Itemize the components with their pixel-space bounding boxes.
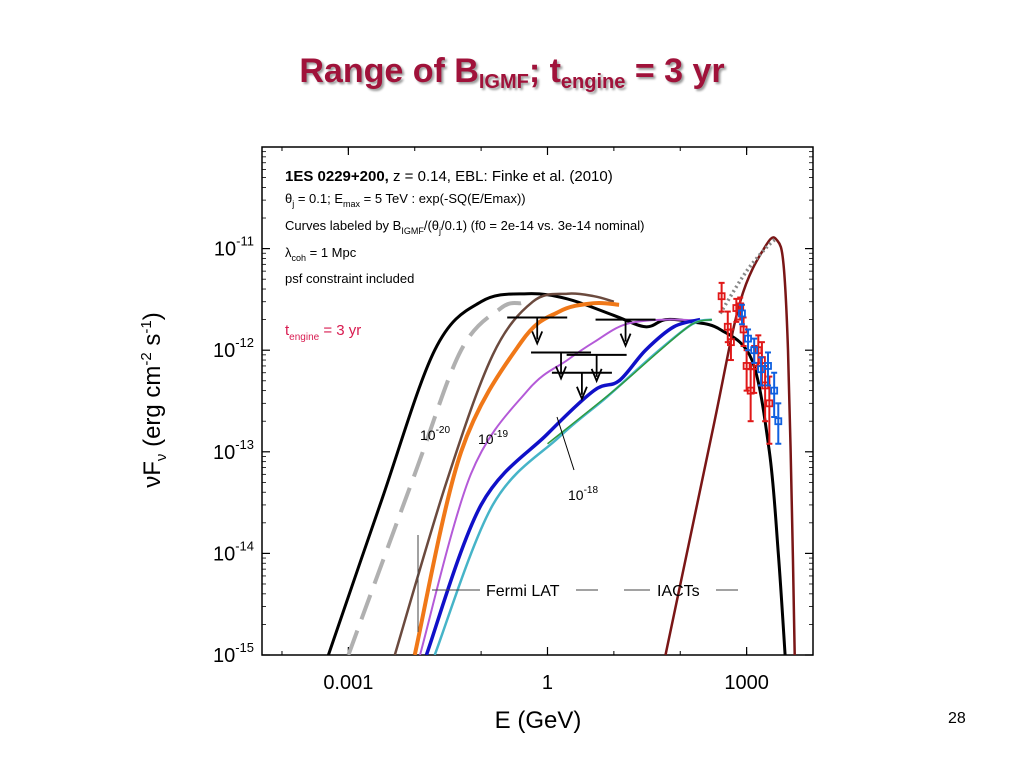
y-tick-label: 10-12 [213,335,254,362]
data-point-blue [757,356,765,387]
y-axis-label: νFν (erg cm-2 s-1) [138,312,170,488]
y-tick-label: 10-14 [213,538,254,565]
y-tick-label: 10-11 [214,234,254,261]
data-point-blue [738,303,746,326]
upper-limit-arrow [566,353,627,384]
x-axis-label: E (GeV) [495,707,582,734]
upper-limit-arrow [551,371,612,402]
data-point-red [727,328,735,362]
data-point-red [765,375,774,445]
series-line-orange [412,300,620,655]
legend-line-1: 1ES 0229+200, z = 0.14, EBL: Finke et al… [285,168,613,185]
page-number: 28 [948,710,966,727]
series-line-darkred [664,236,796,655]
t-engine-label: tengine = 3 yr [285,322,361,343]
y-tick-label: 10-15 [213,640,254,667]
data-point-blue [774,402,783,445]
series-line-violet [419,318,701,655]
legend-line-5: psf constraint included [285,271,414,286]
x-tick-label: 0.001 [323,672,373,694]
x-tick-label: 1 [542,672,553,694]
series-line-black [326,292,787,655]
curve-label: 10-18 [568,485,598,503]
data-point-red [717,281,726,313]
upper-limit-arrow [595,318,656,348]
curve-label: 10-20 [420,425,450,443]
data-point-red [746,368,755,423]
data-point-red [723,310,732,344]
upper-limit-arrow [531,351,592,381]
series-line-blue [424,317,701,655]
slide-title: Range of BIGMF; tengine = 3 yr [299,52,725,93]
series-line-gray-dashed [346,300,522,655]
curve-label-pointer [556,416,575,471]
legend-line-2: θj = 0.1; Emax = 5 TeV : exp(-SQ(E/Emax)… [285,191,526,209]
data-point-blue [764,351,772,387]
y-tick-label: 10-13 [213,437,254,464]
data-point-blue [744,328,752,352]
plot-frame [261,146,814,656]
legend-line-4: λcoh = 1 Mpc [285,245,357,263]
x-tick-label: 1000 [724,672,769,694]
data-point-blue [770,371,779,419]
data-point-blue [750,337,759,364]
series-line-brown [393,292,615,655]
curve-label: 10-19 [478,429,508,447]
legend-line-3: Curves labeled by BIGMF/(θj/0.1) (f0 = 2… [285,218,644,236]
series-line-green [547,318,713,445]
iacts-label: IACTs [657,583,700,600]
data-point-red [739,316,748,347]
upper-limit-arrow [507,316,568,346]
fermi-lat-label: Fermi LAT [486,583,560,600]
